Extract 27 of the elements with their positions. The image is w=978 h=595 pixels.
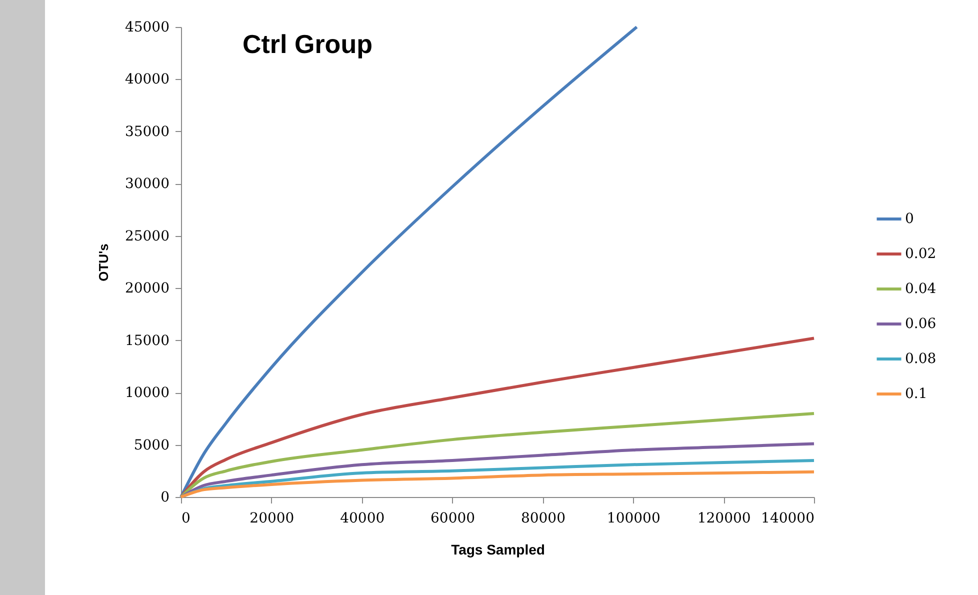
y-tick-label: 45000 [124, 20, 170, 36]
y-tick-label: 35000 [124, 124, 170, 140]
legend-label: 0.08 [905, 351, 936, 367]
x-tick-label: 60000 [430, 510, 476, 526]
legend-label: 0.06 [905, 316, 936, 332]
y-tick-label: 10000 [124, 385, 170, 402]
x-tick-label: 120000 [697, 510, 751, 526]
y-tick-label: 40000 [124, 72, 170, 88]
legend-label: 0.1 [905, 386, 928, 402]
y-tick-label: 20000 [124, 280, 170, 297]
x-tick-label: 40000 [340, 510, 385, 526]
y-tick-label: 15000 [124, 332, 170, 349]
x-tick-label: 20000 [250, 510, 294, 526]
y-tick-label: 25000 [124, 228, 170, 244]
legend-label: 0.02 [905, 246, 936, 262]
x-tick-label: 100000 [606, 510, 660, 526]
x-axis-title: Tags Sampled [451, 542, 545, 558]
x-tick-label: 0 [182, 510, 190, 526]
x-tick-label: 140000 [761, 510, 814, 526]
y-tick-label: 30000 [124, 176, 170, 192]
y-tick-label: 5000 [134, 437, 170, 454]
x-tick-label: 80000 [520, 510, 566, 526]
y-axis-title: OTU's [96, 244, 111, 282]
legend-label: 0.04 [905, 281, 936, 297]
legend-label: 0 [905, 211, 914, 227]
y-tick-label: 0 [160, 490, 170, 506]
chart-title: Ctrl Group [242, 29, 372, 59]
